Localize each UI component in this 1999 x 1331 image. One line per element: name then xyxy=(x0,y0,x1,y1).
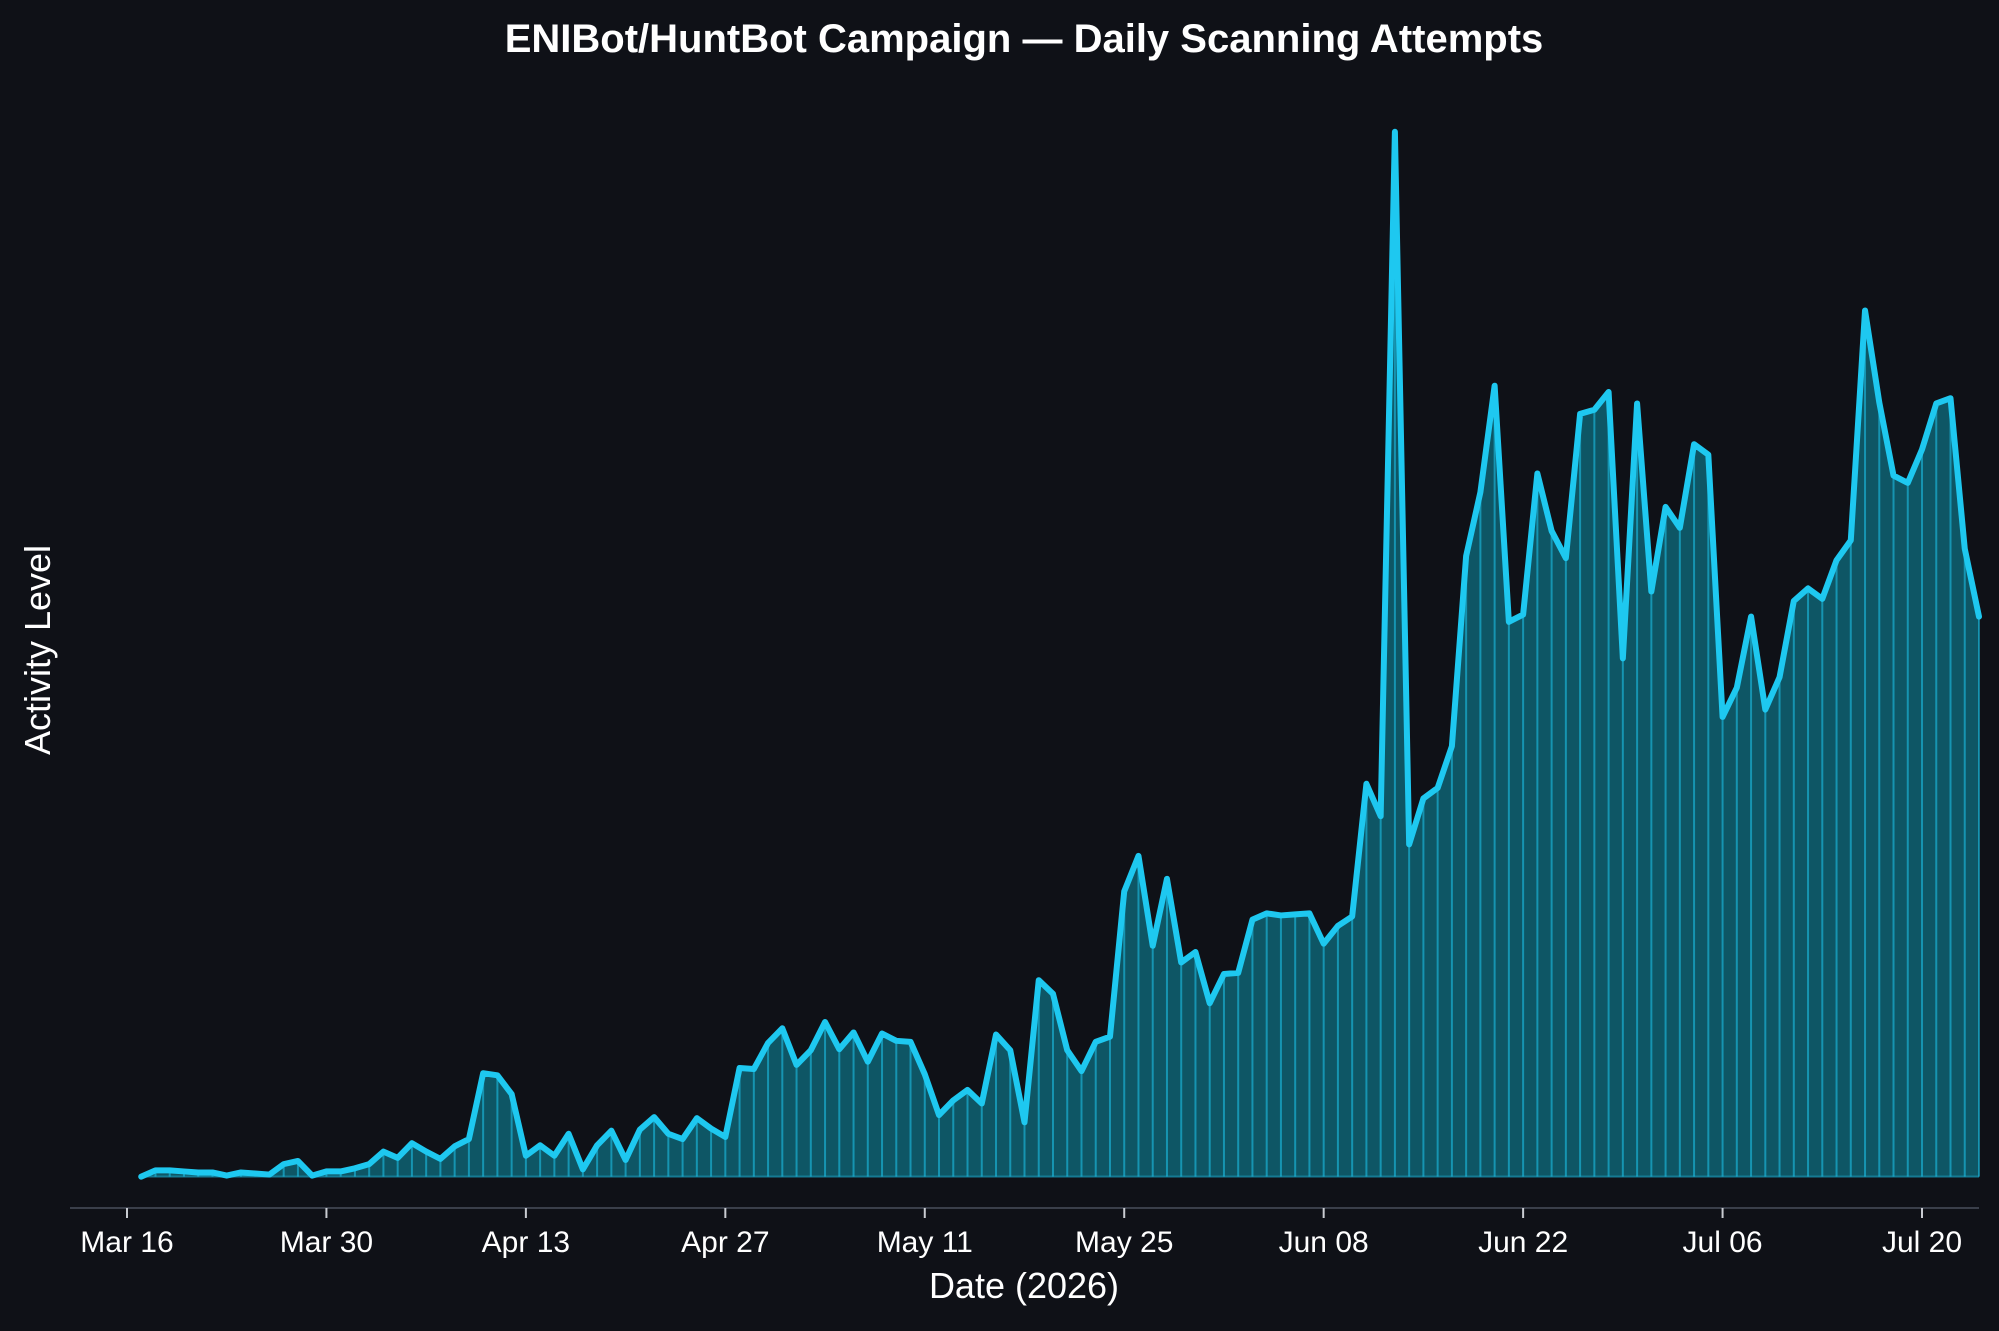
x-axis-ticks: Mar 16 Mar 30 Apr 13 Apr 27 May 11 May 25 Jun … xyxy=(80,1208,1962,1259)
chart-title: ENIBot/HuntBot Campaign — Daily Scanning… xyxy=(505,17,1544,61)
x-tick-label: Apr 13 xyxy=(482,1226,570,1259)
x-tick-label: Jul 20 xyxy=(1882,1226,1962,1259)
series-line xyxy=(138,128,1982,1180)
x-tick-label: May 25 xyxy=(1075,1226,1173,1259)
y-axis-label: Activity Level xyxy=(17,545,58,755)
area-fill xyxy=(141,131,1980,1177)
x-axis-label: Date (2026) xyxy=(929,1265,1119,1306)
x-tick-label: Jun 08 xyxy=(1279,1226,1369,1259)
x-tick-label: Apr 27 xyxy=(681,1226,769,1259)
x-tick-label: Mar 30 xyxy=(280,1226,373,1259)
plot-area xyxy=(138,128,1982,1180)
x-tick-label: May 11 xyxy=(877,1226,973,1259)
x-tick-label: Jul 06 xyxy=(1683,1226,1763,1259)
x-tick-label: Mar 16 xyxy=(80,1226,173,1259)
x-tick-label: Jun 22 xyxy=(1478,1226,1568,1259)
